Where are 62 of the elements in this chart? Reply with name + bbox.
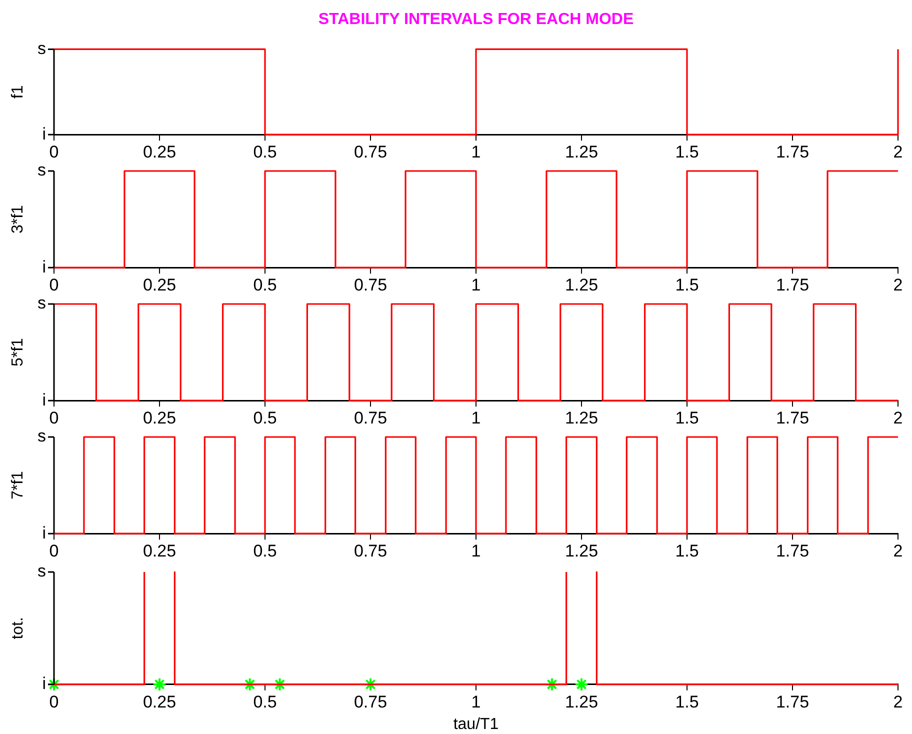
x-tick-label: 1.75	[776, 275, 810, 294]
text: i	[42, 674, 46, 694]
x-tick-label: 1	[471, 408, 481, 428]
chart-title: STABILITY INTERVALS FOR EACH MODE	[318, 11, 634, 28]
x-tick-label: 0	[49, 408, 59, 428]
x-tick-label: 1	[471, 541, 481, 560]
y-axis-title: tot.	[9, 617, 26, 640]
text: i	[42, 257, 46, 276]
text: i	[42, 523, 46, 542]
x-tick-label: 0.75	[354, 142, 388, 162]
x-tick-label: 0.75	[354, 408, 388, 428]
x-tick-label: 1.5	[675, 275, 699, 294]
x-tick-label: 0.5	[253, 541, 277, 560]
x-tick-label: 0.25	[142, 692, 176, 712]
x-tick-label: 1	[471, 692, 481, 712]
x-tick-label: 1.5	[675, 142, 699, 162]
x-tick-label: 1.25	[564, 408, 598, 428]
y-axis-title: 3*f1	[9, 204, 26, 234]
x-tick-label: 0.25	[142, 142, 176, 162]
text: s	[38, 38, 46, 58]
text: s	[38, 562, 46, 581]
y-axis-title: 7*f1	[9, 470, 26, 500]
x-tick-label: 1.75	[776, 541, 810, 560]
x-tick-label: 2	[893, 692, 903, 712]
text: i	[42, 390, 46, 410]
x-tick-label: 1.25	[564, 275, 598, 294]
x-tick-label: 1.75	[776, 692, 810, 712]
text: i	[42, 124, 46, 144]
x-tick-label: 2	[893, 142, 903, 162]
x-tick-label: 0.5	[253, 142, 277, 162]
x-tick-label: 0.25	[142, 408, 176, 428]
x-axis-title: tau/T1	[453, 716, 499, 733]
x-tick-label: 0	[49, 275, 59, 294]
x-tick-label: 1.25	[564, 142, 598, 162]
x-tick-label: 1.5	[675, 541, 699, 560]
y-axis-title: 5*f1	[9, 338, 26, 367]
x-tick-label: 0.25	[142, 541, 176, 560]
text: s	[38, 426, 46, 446]
x-tick-label: 1.25	[564, 541, 598, 560]
x-tick-label: 1.75	[776, 408, 810, 428]
x-tick-label: 2	[893, 275, 903, 294]
x-tick-label: 0.75	[354, 275, 388, 294]
x-tick-label: 0	[49, 142, 59, 162]
x-tick-label: 0	[49, 541, 59, 560]
x-tick-label: 1.75	[776, 142, 810, 162]
x-tick-label: 1.25	[564, 692, 598, 712]
x-tick-label: 2	[893, 541, 903, 560]
x-tick-label: 2	[893, 408, 903, 428]
x-tick-label: 0.25	[142, 275, 176, 294]
x-tick-label: 0.75	[354, 541, 388, 560]
x-tick-label: 0.5	[253, 692, 277, 712]
x-tick-label: 0.75	[354, 692, 388, 712]
y-axis-title: f1	[9, 85, 26, 99]
x-tick-label: 1	[471, 142, 481, 162]
x-tick-label: 0.5	[253, 408, 277, 428]
text: s	[38, 294, 46, 313]
x-tick-label: 1	[471, 275, 481, 294]
x-tick-label: 0.5	[253, 275, 277, 294]
x-tick-label: 1.5	[675, 692, 699, 712]
x-tick-label: 0	[49, 692, 59, 712]
x-tick-label: 1.5	[675, 408, 699, 428]
text: s	[38, 160, 46, 180]
